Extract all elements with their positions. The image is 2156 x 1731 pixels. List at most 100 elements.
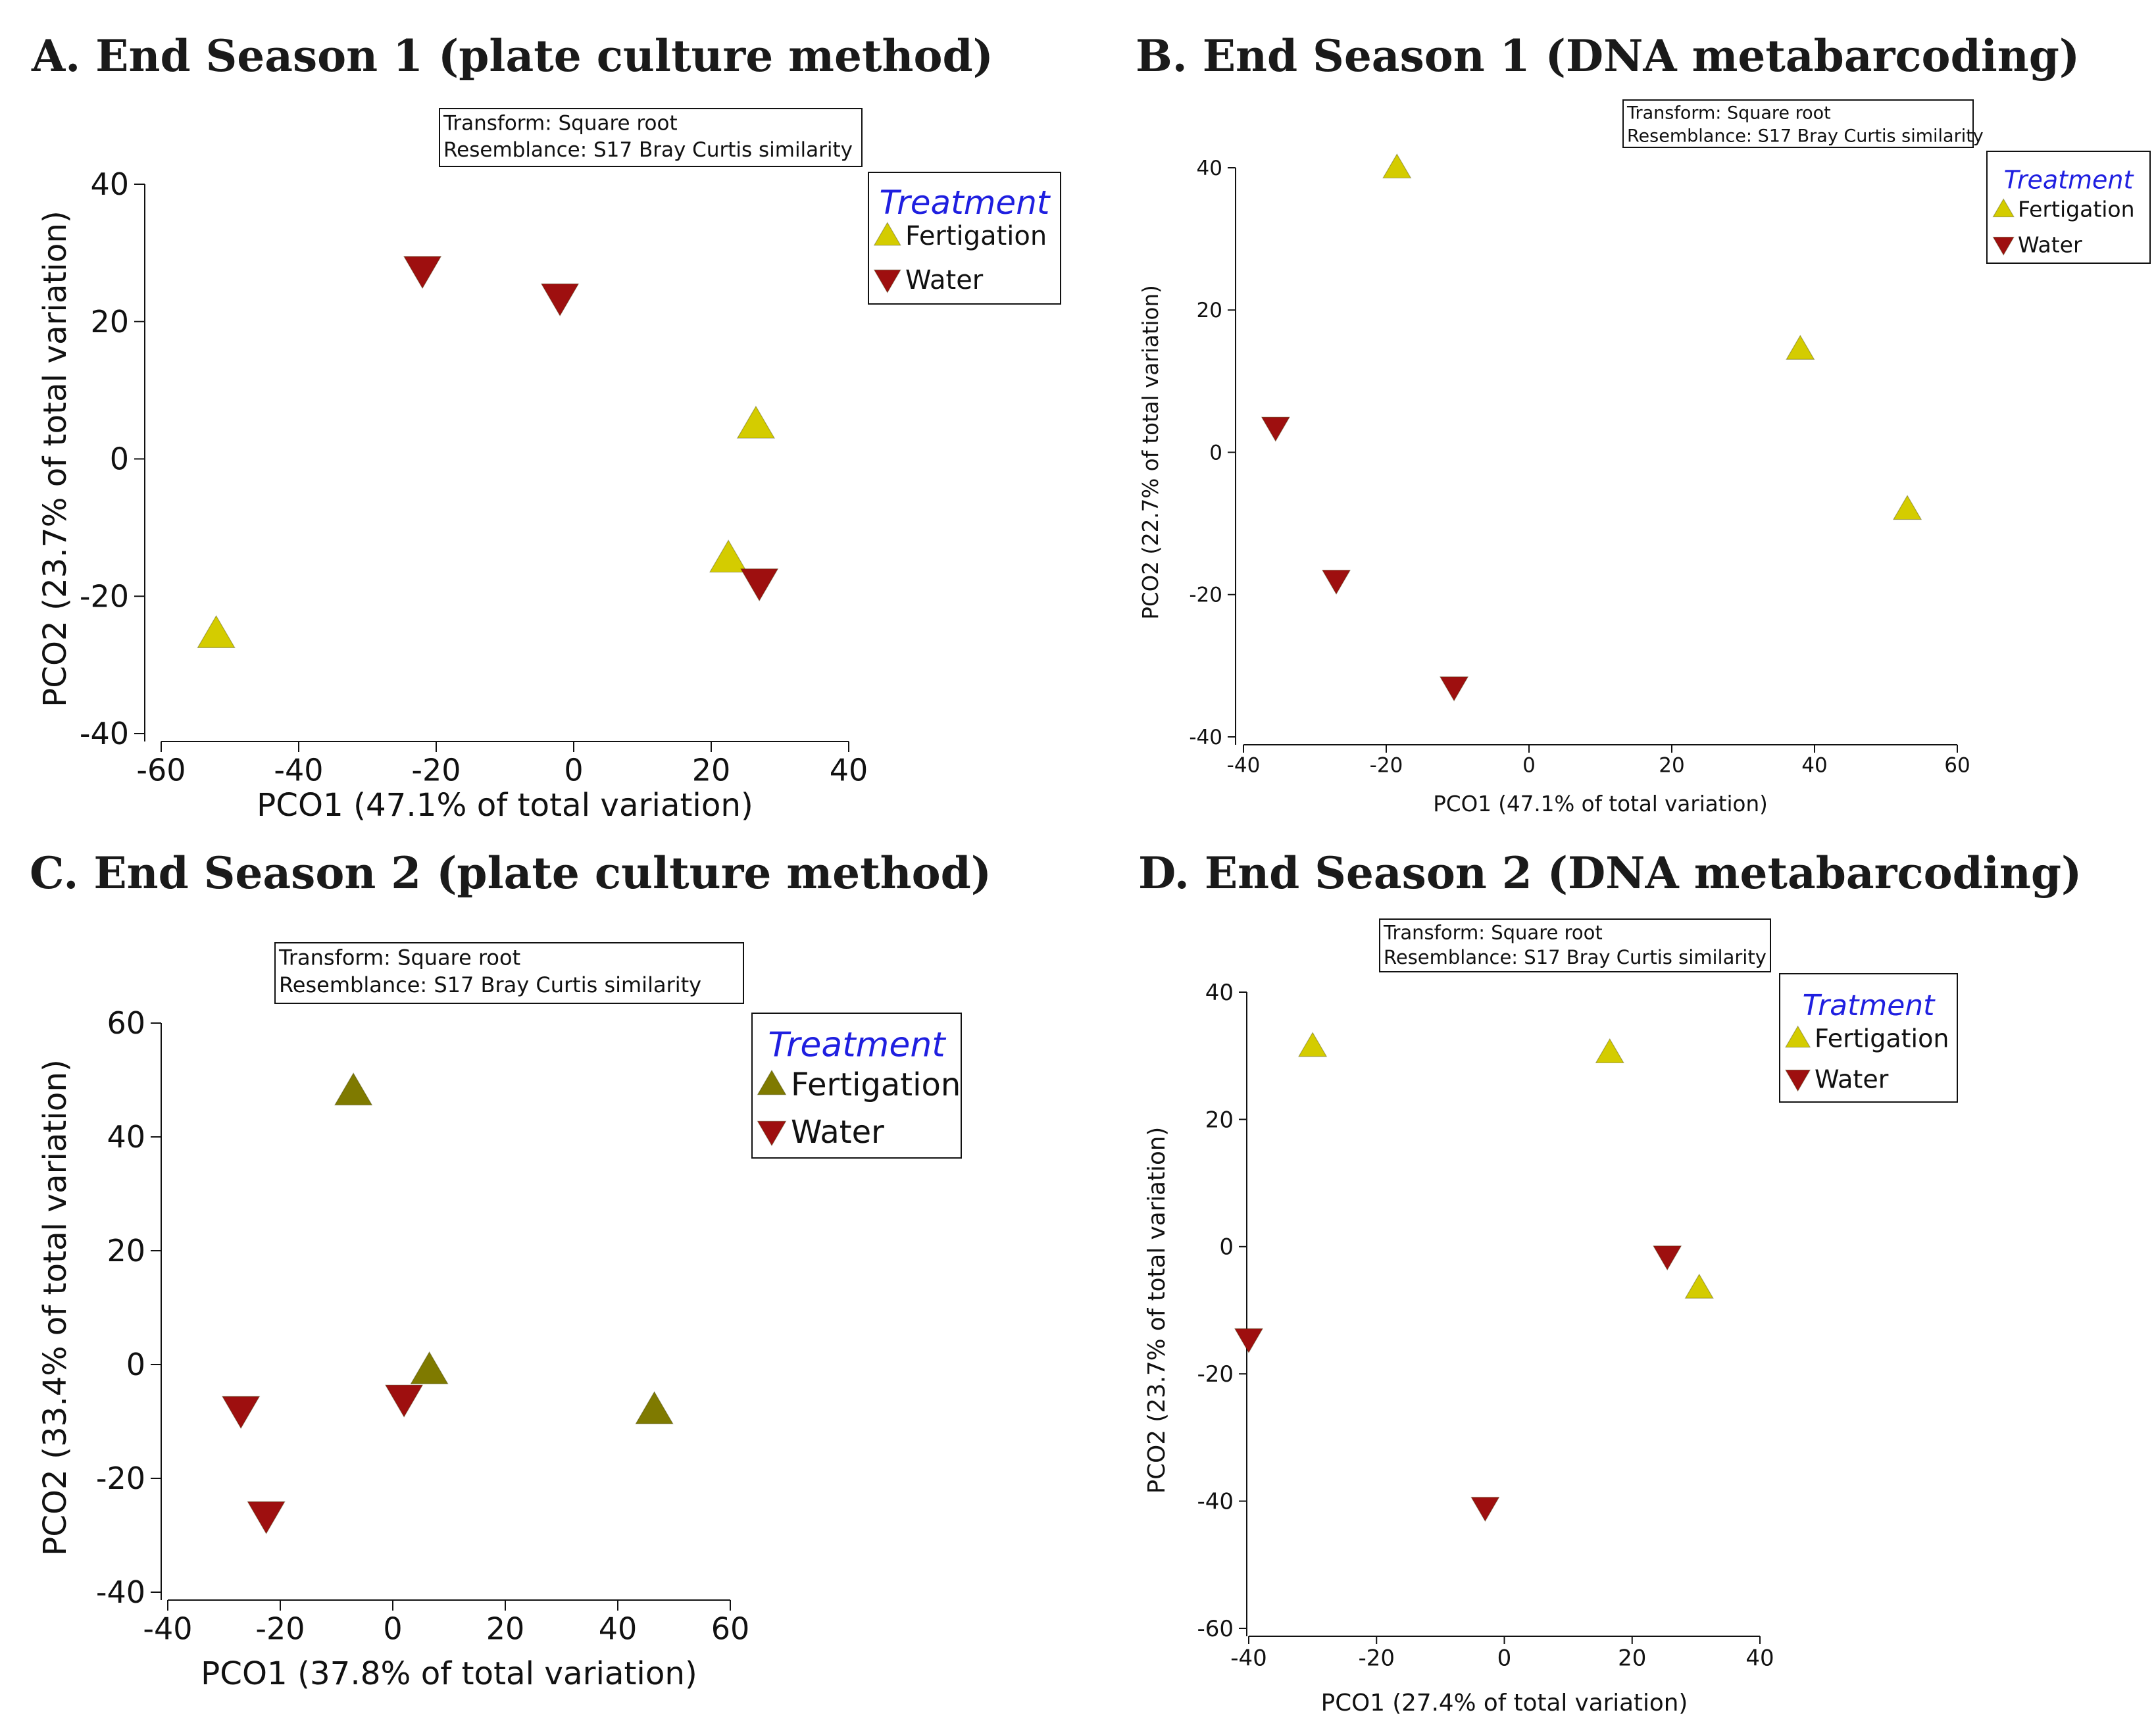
legend-fertigation-marker <box>873 222 901 246</box>
point-fertigation <box>635 1391 674 1424</box>
point-fertigation <box>1786 334 1815 360</box>
legend-box <box>1986 151 2151 264</box>
x-tick-label: 20 <box>692 753 731 788</box>
point-fertigation <box>410 1351 449 1384</box>
x-tick-label: 20 <box>1618 1645 1646 1671</box>
point-fertigation <box>1595 1038 1624 1064</box>
annotation-line: Transform: Square root <box>278 945 520 970</box>
annotation-line: Resemblance: S17 Bray Curtis similarity <box>443 138 853 162</box>
legend-water-marker <box>757 1120 787 1147</box>
x-axis-label: PCO1 (37.8% of total variation) <box>201 1655 697 1692</box>
y-tick-label: 20 <box>90 304 129 339</box>
y-tick-label: 40 <box>1197 157 1222 180</box>
point-water <box>1261 416 1290 442</box>
y-tick-label: 0 <box>110 441 129 477</box>
y-tick-label: 20 <box>1205 1107 1234 1133</box>
x-tick-label: 20 <box>486 1611 525 1647</box>
x-tick-label: 0 <box>1522 753 1536 777</box>
panel-title: D. End Season 2 (DNA metabarcoding) <box>1138 847 2082 899</box>
annotation-box <box>1622 99 1974 148</box>
y-tick-label: -40 <box>80 716 129 751</box>
point-water <box>1234 1328 1264 1353</box>
point-fertigation <box>334 1072 373 1106</box>
legend-fertigation-marker <box>1784 1025 1811 1048</box>
x-tick-label: 0 <box>564 753 583 788</box>
point-water <box>1321 569 1351 595</box>
point-water <box>403 256 442 289</box>
legend-fertigation-marker <box>1992 198 2015 218</box>
y-axis-label: PCO2 (22.7% of total variation) <box>1138 285 1163 620</box>
point-water <box>1653 1245 1682 1271</box>
point-water <box>384 1384 424 1418</box>
point-fertigation <box>197 615 236 648</box>
x-tick-label: 40 <box>599 1611 638 1647</box>
y-tick-label: 60 <box>107 1005 145 1041</box>
y-tick-label: 40 <box>107 1119 145 1155</box>
legend-title: Treatment <box>880 184 1051 222</box>
point-fertigation <box>1382 153 1412 179</box>
panel-title: C. End Season 2 (plate culture method) <box>30 847 991 899</box>
y-axis-label: PCO2 (23.7% of total variation) <box>37 211 74 707</box>
legend-fertigation-marker <box>757 1069 787 1095</box>
point-water <box>247 1501 286 1535</box>
x-tick-label: -40 <box>1227 753 1261 777</box>
legend-title: Treatment <box>768 1026 946 1065</box>
y-axis-label: PCO2 (33.4% of total variation) <box>37 1059 74 1556</box>
panel-title: A. End Season 1 (plate culture method) <box>31 30 993 82</box>
x-tick-label: 40 <box>1745 1645 1774 1671</box>
y-tick-label: 20 <box>1197 299 1222 322</box>
annotation-line: Resemblance: S17 Bray Curtis similarity <box>1627 126 1984 146</box>
x-tick-label: -40 <box>274 753 323 788</box>
point-fertigation <box>709 539 748 573</box>
legend-water-marker <box>1784 1069 1811 1092</box>
x-tick-label: 20 <box>1659 753 1684 777</box>
y-tick-label: 40 <box>1205 980 1234 1006</box>
point-fertigation <box>1684 1273 1714 1299</box>
y-tick-label: -40 <box>1197 1489 1234 1515</box>
legend-title: Tratment <box>1803 989 1936 1022</box>
y-tick-label: 0 <box>1219 1234 1234 1261</box>
annotation-line: Resemblance: S17 Bray Curtis similarity <box>279 972 701 997</box>
x-axis-label: PCO1 (27.4% of total variation) <box>1321 1690 1688 1717</box>
legend-fertigation-label: Fertigation <box>1815 1024 1949 1053</box>
y-tick-label: -20 <box>96 1461 145 1496</box>
legend-box <box>751 1013 962 1159</box>
panel-d: D. End Season 2 (DNA metabarcoding) 40 20 0… <box>1138 847 2082 1717</box>
point-water <box>740 568 779 602</box>
y-tick-label: 0 <box>126 1347 145 1382</box>
annotation-line: Transform: Square root <box>1383 921 1603 943</box>
y-tick-label: -40 <box>1189 726 1222 749</box>
x-tick-label: -20 <box>411 753 461 788</box>
panel-c: C. End Season 2 (plate culture method) 60… <box>30 847 991 1692</box>
legend-box <box>1779 973 1958 1103</box>
point-water <box>1439 676 1469 702</box>
legend-water-label: Water <box>1815 1065 1889 1093</box>
x-tick-label: -20 <box>1358 1645 1395 1671</box>
legend-water-label: Water <box>791 1114 884 1151</box>
y-tick-label: 20 <box>107 1233 145 1268</box>
legend-water-marker <box>1992 236 2015 256</box>
y-tick-label: -60 <box>1197 1616 1234 1642</box>
y-tick-label: -20 <box>1189 584 1222 607</box>
annotation-box <box>439 108 863 167</box>
x-tick-label: -40 <box>1230 1645 1267 1671</box>
x-tick-label: 60 <box>1944 753 1970 777</box>
y-tick-label: -20 <box>80 578 129 614</box>
point-water <box>540 283 580 317</box>
point-fertigation <box>736 405 776 439</box>
legend-water-label: Water <box>2018 232 2082 258</box>
y-tick-label: -40 <box>96 1574 145 1610</box>
annotation-line: Transform: Square root <box>1626 103 1831 123</box>
y-tick-label: -20 <box>1197 1361 1234 1388</box>
panel-b: B. End Season 1 (DNA metabarcoding) 40 20 0… <box>1136 30 2151 816</box>
annotation-box <box>1379 918 1771 972</box>
legend-water-marker <box>873 269 901 293</box>
panel-a: A. End Season 1 (plate culture method) 40… <box>31 30 1061 824</box>
annotation-line: Transform: Square root <box>443 112 678 136</box>
x-tick-label: -60 <box>136 753 186 788</box>
point-water <box>221 1395 261 1430</box>
y-tick-label: 40 <box>90 166 129 202</box>
x-tick-label: 0 <box>1497 1645 1512 1671</box>
y-axis-label: PCO2 (23.7% of total variation) <box>1143 1127 1170 1494</box>
